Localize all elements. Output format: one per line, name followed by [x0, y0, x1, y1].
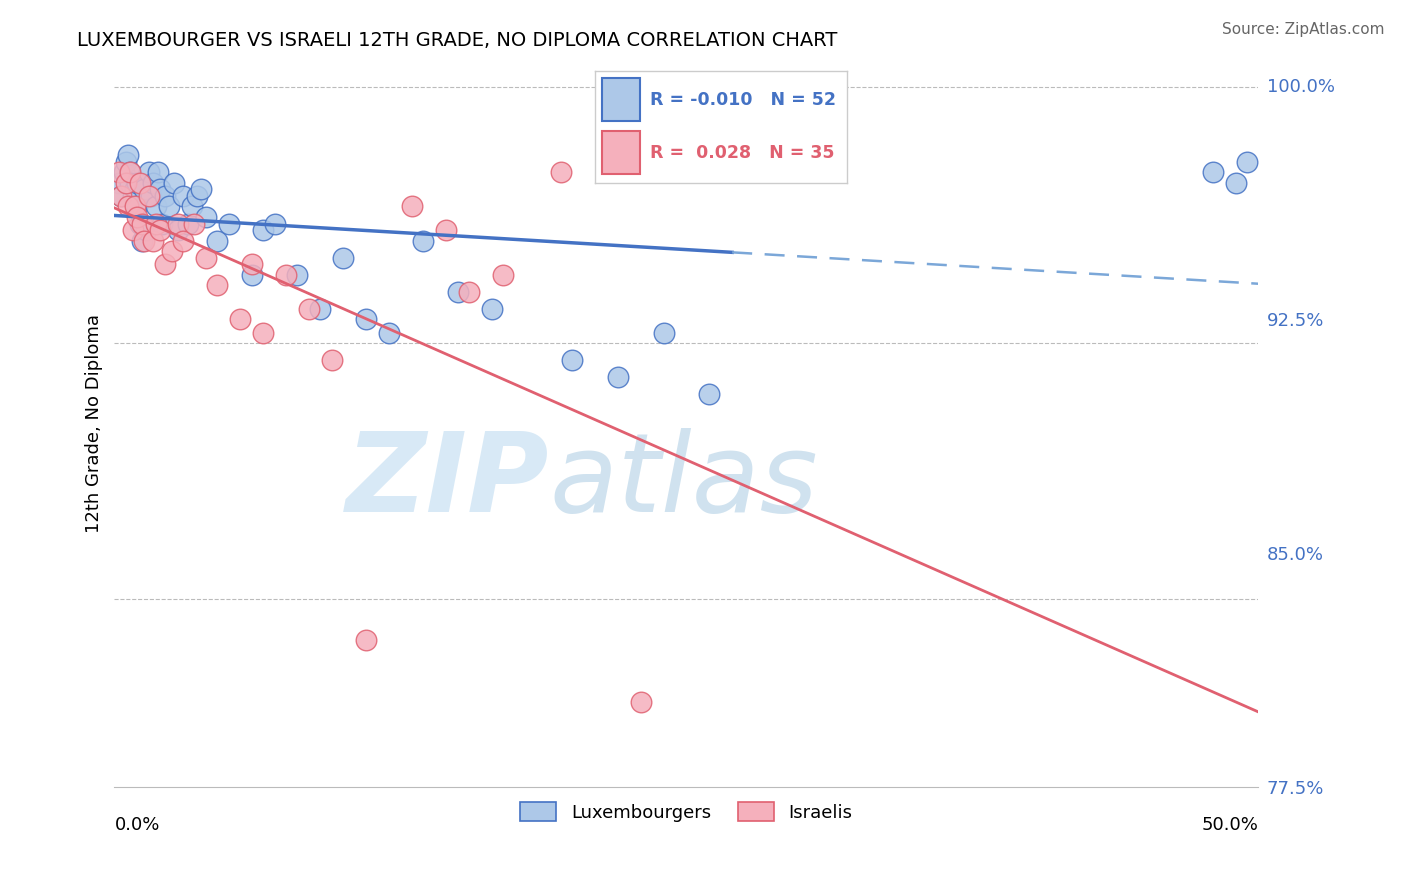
- Point: [135, 223, 157, 237]
- Point: [240, 268, 263, 282]
- Point: [263, 217, 285, 231]
- Point: [309, 301, 332, 316]
- Point: [121, 189, 143, 203]
- Text: LUXEMBOURGER VS ISRAELI 12TH GRADE, NO DIPLOMA CORRELATION CHART: LUXEMBOURGER VS ISRAELI 12TH GRADE, NO D…: [77, 31, 838, 50]
- Point: [481, 301, 503, 316]
- Point: [176, 217, 198, 231]
- Point: [240, 258, 263, 272]
- Point: [190, 182, 212, 196]
- Point: [550, 165, 572, 179]
- Point: [218, 217, 240, 231]
- Y-axis label: 12th Grade, No Diploma: 12th Grade, No Diploma: [86, 314, 103, 533]
- Point: [127, 199, 149, 213]
- Point: [354, 312, 377, 326]
- Point: [138, 165, 160, 179]
- Text: ZIP: ZIP: [346, 428, 550, 535]
- Point: [183, 217, 205, 231]
- Text: Source: ZipAtlas.com: Source: ZipAtlas.com: [1222, 22, 1385, 37]
- Point: [194, 210, 217, 224]
- Point: [145, 217, 167, 231]
- Point: [172, 234, 194, 248]
- Point: [153, 189, 176, 203]
- Point: [117, 199, 139, 213]
- Point: [146, 165, 169, 179]
- Point: [492, 268, 515, 282]
- Point: [157, 199, 180, 213]
- Point: [1236, 155, 1258, 169]
- Point: [181, 199, 204, 213]
- Point: [287, 268, 309, 282]
- Point: [252, 223, 274, 237]
- Point: [131, 234, 153, 248]
- Point: [149, 223, 172, 237]
- Point: [160, 244, 183, 258]
- Point: [112, 165, 135, 179]
- Point: [167, 223, 190, 237]
- Point: [446, 285, 468, 299]
- Point: [630, 695, 652, 709]
- Point: [134, 182, 156, 196]
- Point: [606, 370, 628, 384]
- Point: [117, 148, 139, 162]
- Point: [139, 189, 162, 203]
- Point: [142, 234, 165, 248]
- Point: [332, 251, 354, 265]
- Text: atlas: atlas: [550, 428, 818, 535]
- Point: [110, 189, 132, 203]
- Point: [120, 176, 142, 190]
- Point: [138, 189, 160, 203]
- Point: [153, 258, 176, 272]
- Point: [128, 217, 150, 231]
- Point: [145, 199, 167, 213]
- Point: [298, 301, 321, 316]
- Point: [124, 199, 146, 213]
- Text: 50.0%: 50.0%: [1202, 816, 1258, 834]
- Point: [149, 182, 172, 196]
- Point: [163, 176, 186, 190]
- Point: [229, 312, 252, 326]
- Point: [321, 353, 343, 368]
- Point: [434, 223, 457, 237]
- Point: [274, 268, 297, 282]
- Point: [172, 189, 194, 203]
- Point: [120, 165, 142, 179]
- Point: [1201, 165, 1223, 179]
- Point: [194, 251, 217, 265]
- Legend: Luxembourgers, Israelis: Luxembourgers, Israelis: [513, 795, 860, 829]
- Point: [167, 217, 190, 231]
- Point: [652, 326, 675, 340]
- Point: [121, 223, 143, 237]
- Point: [697, 387, 720, 401]
- Point: [412, 234, 434, 248]
- Point: [252, 326, 274, 340]
- Point: [207, 234, 229, 248]
- Point: [378, 326, 401, 340]
- Point: [458, 285, 481, 299]
- Point: [561, 353, 583, 368]
- Point: [152, 217, 174, 231]
- Point: [115, 155, 138, 169]
- Point: [124, 182, 146, 196]
- Point: [127, 210, 149, 224]
- Point: [108, 176, 131, 190]
- Point: [207, 277, 229, 292]
- Point: [110, 189, 132, 203]
- Point: [134, 234, 156, 248]
- Point: [128, 176, 150, 190]
- Point: [120, 165, 142, 179]
- Point: [115, 176, 138, 190]
- Point: [131, 217, 153, 231]
- Point: [186, 189, 208, 203]
- Point: [1225, 176, 1247, 190]
- Point: [401, 199, 423, 213]
- Point: [127, 176, 149, 190]
- Point: [108, 165, 131, 179]
- Point: [354, 633, 377, 648]
- Point: [142, 176, 165, 190]
- Text: 0.0%: 0.0%: [114, 816, 160, 834]
